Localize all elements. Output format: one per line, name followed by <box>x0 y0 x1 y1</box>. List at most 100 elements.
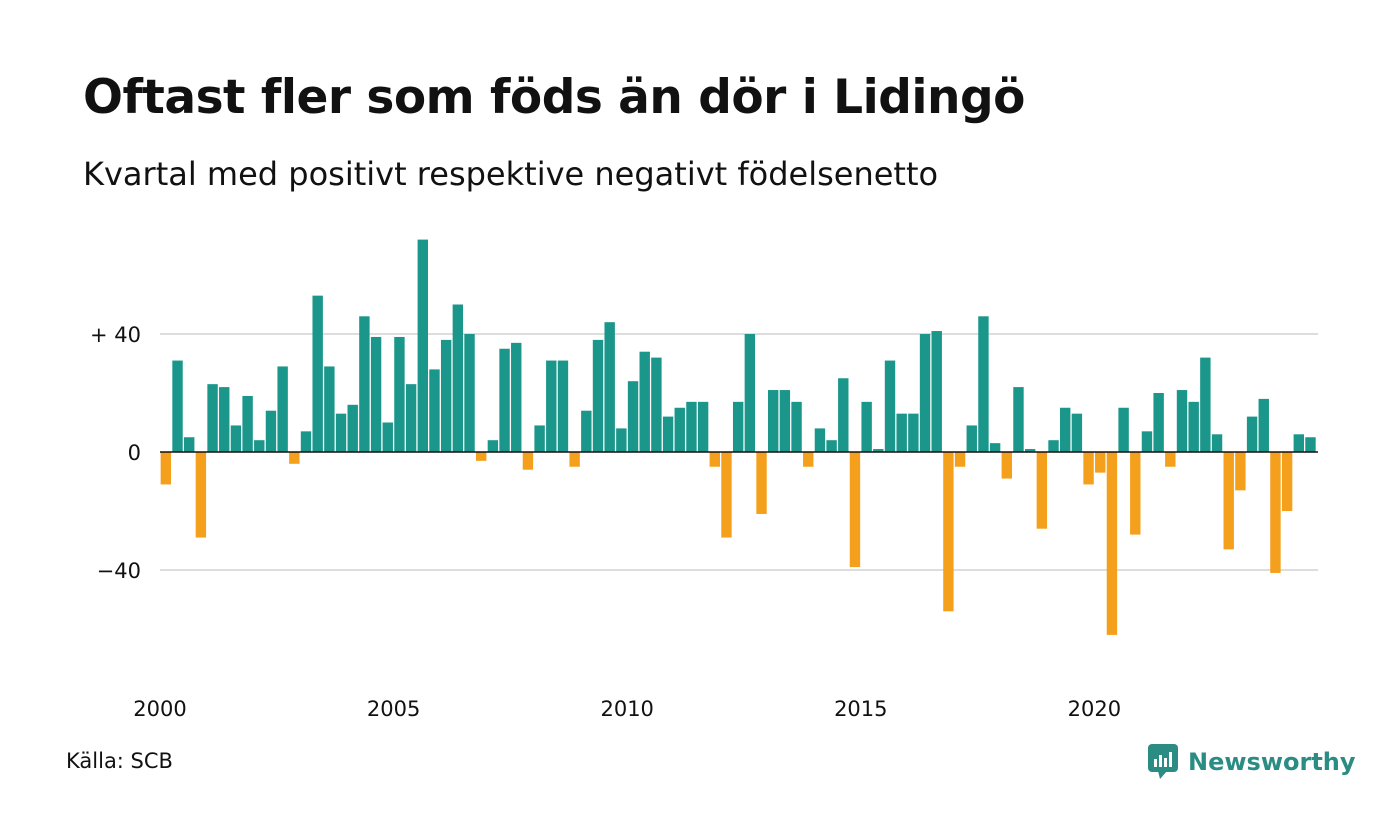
bar-positive <box>277 366 288 452</box>
bar-positive <box>768 390 779 452</box>
bar-positive <box>1141 431 1153 452</box>
bar-positive <box>1118 407 1129 452</box>
bar-negative <box>1270 452 1281 573</box>
brand-name: Newsworthy <box>1188 748 1356 776</box>
bar-negative <box>803 452 814 467</box>
bar-positive <box>534 425 545 452</box>
bar-positive <box>896 413 907 452</box>
bar-positive <box>499 348 510 452</box>
y-tick-label: 0 <box>128 441 141 465</box>
bar-negative <box>1106 452 1118 635</box>
x-tick-label: 2000 <box>133 697 186 721</box>
bar-positive <box>429 369 440 452</box>
bar-negative <box>195 452 207 538</box>
bar-positive <box>697 401 709 452</box>
bar-positive <box>919 334 931 452</box>
bar-positive <box>884 360 896 452</box>
source-note: Källa: SCB <box>66 749 173 773</box>
bar-positive <box>838 378 849 452</box>
bar-positive <box>1211 434 1223 452</box>
bar-positive <box>744 334 756 452</box>
bar-positive <box>1200 357 1211 452</box>
bar-positive <box>662 416 674 452</box>
newsworthy-brand[interactable]: Newsworthy <box>1148 744 1356 780</box>
bar-positive <box>335 413 347 452</box>
bar-positive <box>686 401 697 452</box>
bar-positive <box>1305 437 1316 452</box>
newsworthy-logo-icon <box>1148 744 1178 779</box>
bar-negative <box>1001 452 1012 479</box>
bar-positive <box>184 437 195 452</box>
bar-positive <box>394 336 405 452</box>
bar-positive <box>300 431 312 452</box>
bar-positive <box>861 401 872 452</box>
bar-positive <box>464 334 475 452</box>
bar-positive <box>1188 401 1199 452</box>
bar-negative <box>709 452 720 467</box>
bar-negative <box>1165 452 1176 467</box>
bar-positive <box>1048 440 1059 452</box>
bar-negative <box>849 452 861 568</box>
bar-negative <box>1235 452 1246 491</box>
bar-positive <box>989 443 1001 452</box>
bar-negative <box>721 452 732 538</box>
bar-positive <box>452 304 464 452</box>
bar-negative <box>160 452 172 485</box>
bar-positive <box>639 351 650 452</box>
bar-positive <box>1024 449 1036 452</box>
bar-positive <box>1060 407 1071 452</box>
bar-positive <box>370 336 382 452</box>
bar-negative <box>522 452 534 470</box>
bar-positive <box>440 339 452 452</box>
bar-positive <box>931 331 942 452</box>
bar-positive <box>966 425 977 452</box>
x-tick-label: 2010 <box>600 697 653 721</box>
bar-negative <box>756 452 767 514</box>
bar-positive <box>230 425 242 452</box>
bar-positive <box>347 404 358 452</box>
bar-positive <box>312 295 323 452</box>
bar-positive <box>1013 387 1024 452</box>
bar-negative <box>1095 452 1106 473</box>
bar-positive <box>265 410 277 452</box>
y-tick-label: + 40 <box>90 323 141 347</box>
chart-subtitle: Kvartal med positivt respektive negativt… <box>83 155 939 193</box>
bar-positive <box>511 342 522 452</box>
bar-positive <box>674 407 685 452</box>
chart-title: Oftast fler som föds än dör i Lidingö <box>83 70 1025 125</box>
bar-positive <box>324 366 335 452</box>
bar-negative <box>1083 452 1094 485</box>
x-tick-label: 2005 <box>367 697 420 721</box>
bar-positive <box>557 360 569 452</box>
bar-positive <box>417 239 428 452</box>
bar-positive <box>359 316 370 452</box>
bar-positive <box>1153 393 1164 452</box>
bar-positive <box>1176 390 1188 452</box>
bar-positive <box>908 413 919 452</box>
bar-negative <box>1223 452 1234 550</box>
bar-positive <box>546 360 557 452</box>
bar-positive <box>1071 413 1083 452</box>
bar-positive <box>873 449 884 452</box>
bar-positive <box>826 440 837 452</box>
x-tick-label: 2020 <box>1068 697 1121 721</box>
bar-positive <box>779 390 791 452</box>
bar-positive <box>405 384 417 452</box>
bar-negative <box>569 452 580 467</box>
bar-positive <box>651 357 662 452</box>
bar-positive <box>978 316 989 452</box>
bar-negative <box>1130 452 1141 535</box>
bar-positive <box>791 401 802 452</box>
bar-positive <box>172 360 183 452</box>
bar-positive <box>616 428 627 452</box>
x-tick-label: 2015 <box>834 697 887 721</box>
bar-positive <box>604 322 615 452</box>
bar-negative <box>476 452 487 461</box>
bar-positive <box>814 428 826 452</box>
bar-positive <box>581 410 592 452</box>
bar-positive <box>487 440 499 452</box>
bar-positive <box>627 381 639 452</box>
bar-positive <box>207 384 218 452</box>
bar-negative <box>289 452 300 464</box>
